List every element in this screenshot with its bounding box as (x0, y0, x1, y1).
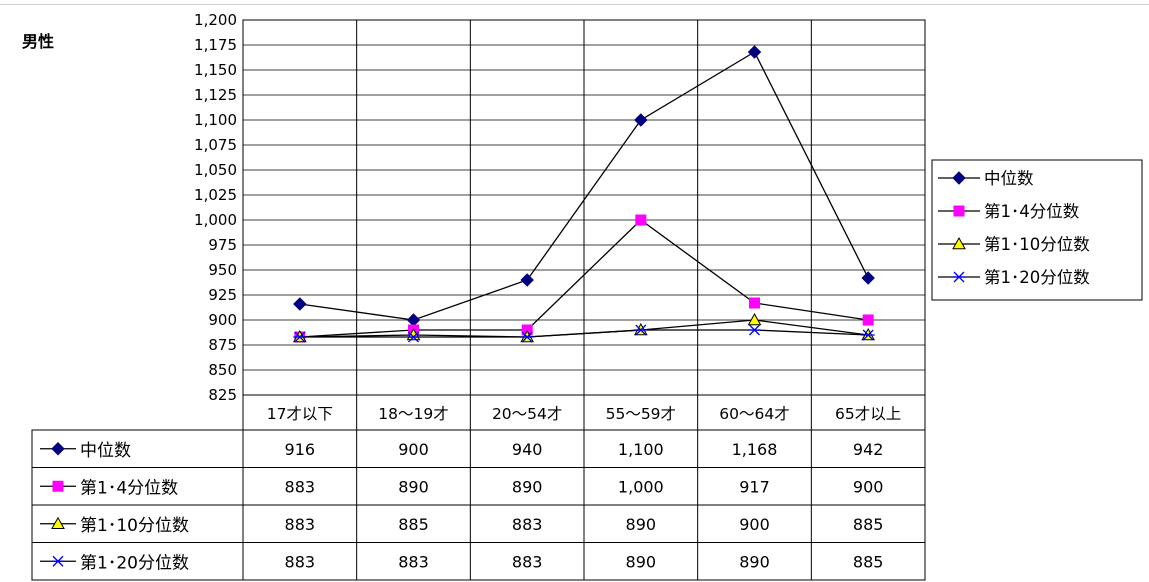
data-label: 883 (512, 515, 543, 534)
data-label: 890 (739, 552, 770, 571)
sheet-title: 男性 (22, 32, 54, 51)
x-tick-label: 20～54才 (492, 405, 562, 423)
y-tick-label: 1,000 (194, 211, 237, 229)
y-tick-label: 1,025 (194, 186, 237, 204)
legend-item: 第1･10分位数 (984, 235, 1090, 254)
table-series-name: 第1･10分位数 (80, 516, 189, 536)
legend-key-marker-2 (952, 236, 966, 250)
series-0-point (520, 273, 534, 287)
y-tick-label: 950 (208, 261, 237, 279)
data-label: 942 (853, 440, 884, 459)
y-tick-label: 900 (208, 311, 237, 329)
table-key-marker-3 (51, 555, 65, 567)
data-label: 885 (853, 515, 884, 534)
x-tick-label: 18～19才 (378, 405, 448, 423)
data-label: 916 (285, 440, 316, 459)
series-2-point (747, 312, 762, 326)
plot-area: 825 850 875 900 925 950 975 1,000 1,025 1,050 1,07… (194, 11, 926, 404)
legend-item: 中位数 (984, 169, 1034, 188)
y-tick-label: 1,150 (194, 61, 237, 79)
data-label: 890 (398, 477, 429, 496)
table-key-marker-1 (52, 480, 64, 492)
data-label: 883 (285, 552, 316, 571)
data-label: 900 (739, 515, 770, 534)
data-label: 883 (398, 552, 429, 571)
table-key-marker-2 (51, 516, 65, 530)
x-tick-label: 17才以下 (267, 405, 333, 423)
legend-item: 第1･20分位数 (984, 268, 1090, 287)
series-3-point (634, 324, 648, 336)
data-label: 917 (739, 477, 770, 496)
series-0-point (293, 297, 307, 311)
y-tick-label: 1,125 (194, 86, 237, 104)
data-label: 900 (398, 440, 429, 459)
series-0-point (747, 45, 762, 59)
series-3-point (407, 331, 420, 343)
series-3-point (520, 331, 534, 343)
data-label: 1,168 (732, 440, 778, 459)
table-series-name: 第1･4分位数 (80, 478, 178, 498)
table-key-marker-0 (51, 442, 65, 456)
y-tick-label: 1,075 (194, 136, 237, 154)
y-tick-label: 1,175 (194, 36, 237, 54)
x-tick-label: 60～64才 (719, 405, 789, 423)
data-label: 883 (512, 552, 543, 571)
x-tick-label: 55～59才 (606, 405, 676, 423)
series-3-point (861, 329, 875, 341)
data-label: 883 (285, 515, 316, 534)
series-0-point (861, 271, 875, 285)
data-label: 883 (285, 477, 316, 496)
series-3-point (748, 324, 761, 336)
data-label: 885 (398, 515, 429, 534)
data-label: 1,100 (618, 440, 664, 459)
table-series-name: 中位数 (80, 441, 131, 461)
series-3-point (293, 331, 307, 343)
y-tick-label: 1,050 (194, 161, 237, 179)
series-1-point (635, 214, 647, 226)
legend-item: 第1･4分位数 (984, 202, 1080, 221)
data-label: 940 (512, 440, 543, 459)
table-series-name: 第1･20分位数 (80, 553, 189, 573)
data-label: 890 (626, 552, 657, 571)
y-tick-label: 1,100 (194, 111, 237, 129)
data-label: 1,000 (618, 477, 664, 496)
data-label: 885 (853, 552, 884, 571)
y-tick-label: 850 (208, 361, 237, 379)
x-tick-label: 65才以上 (835, 405, 901, 423)
y-tick-label: 1,200 (194, 11, 237, 29)
series-1-point (749, 297, 760, 309)
data-label: 900 (853, 477, 884, 496)
legend-key-marker-1 (953, 205, 965, 217)
series-1-point (862, 314, 874, 326)
legend-key-marker-0 (952, 171, 966, 185)
series-0-point (634, 113, 648, 127)
data-label: 890 (512, 477, 543, 496)
y-tick-label: 825 (208, 386, 237, 404)
data-label: 890 (626, 515, 657, 534)
y-tick-label: 925 (208, 286, 237, 304)
y-tick-label: 975 (208, 236, 237, 254)
series-0-point (406, 313, 421, 327)
legend-key-marker-3 (952, 271, 966, 283)
y-tick-label: 875 (208, 336, 237, 354)
